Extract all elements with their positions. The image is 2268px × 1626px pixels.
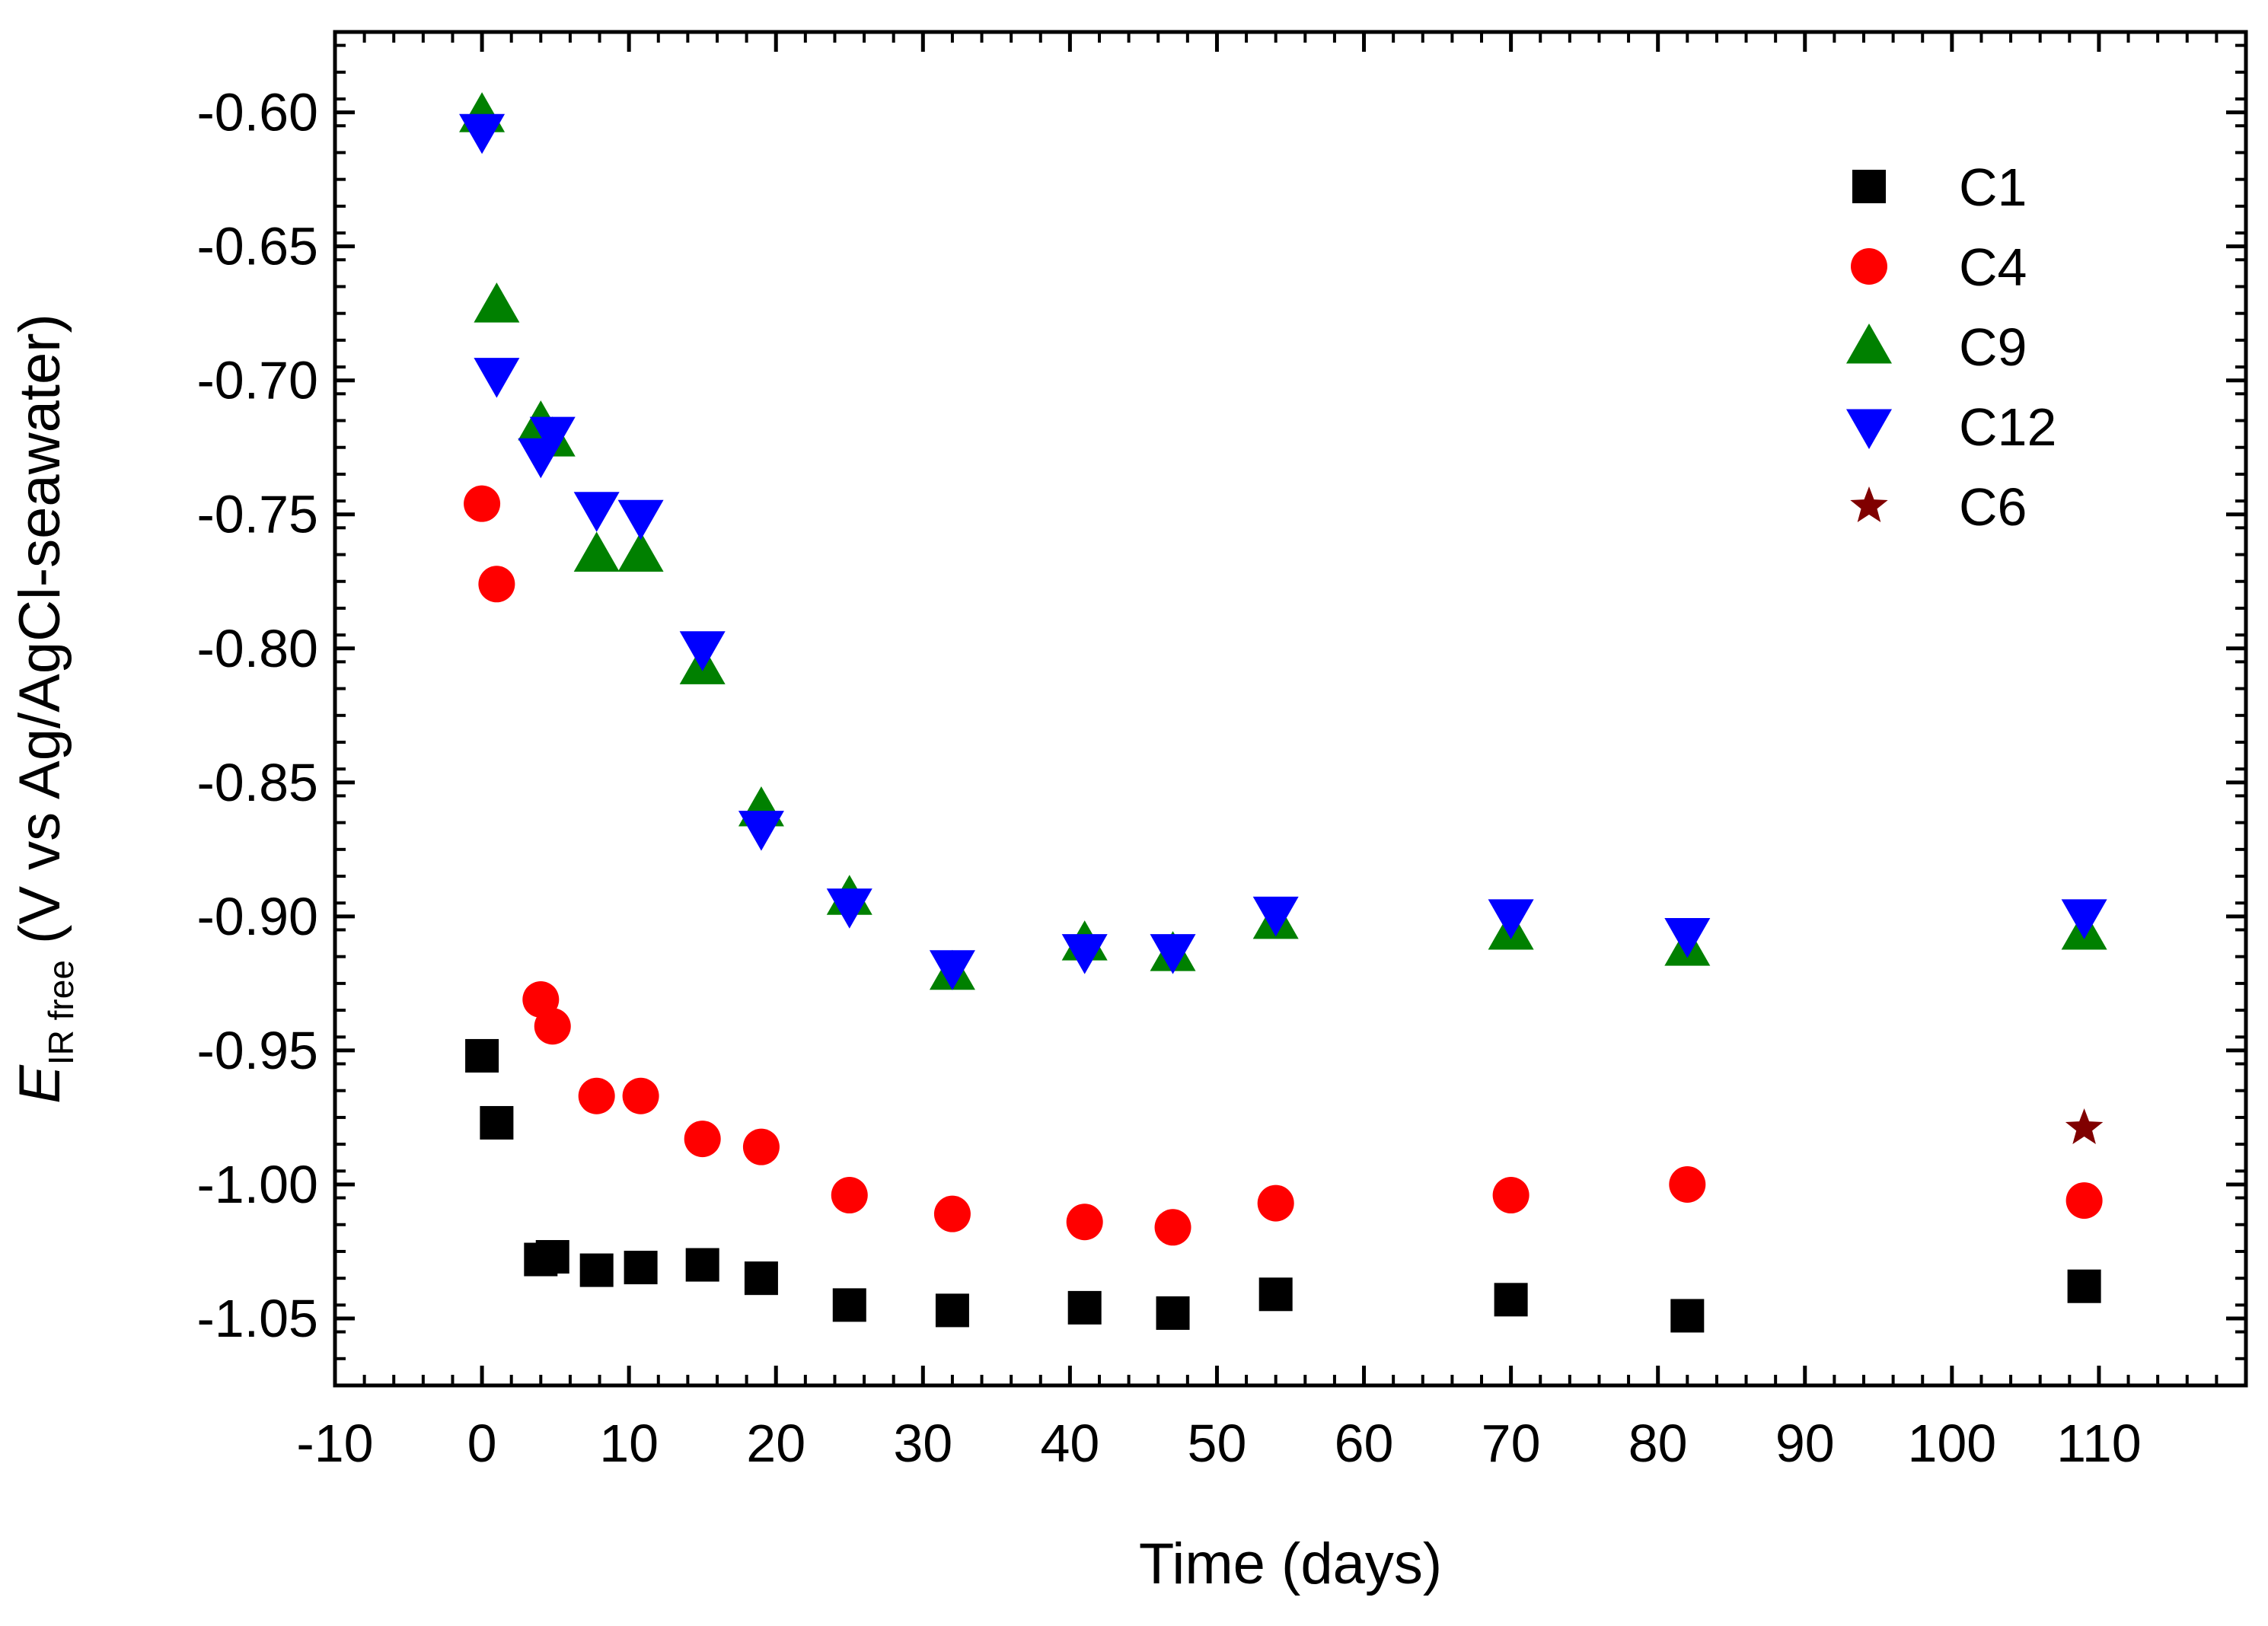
data-point-c12 bbox=[474, 358, 520, 398]
data-point-c4 bbox=[684, 1121, 721, 1158]
data-point-c6 bbox=[2065, 1108, 2104, 1144]
x-tick-label: 50 bbox=[1188, 1414, 1247, 1473]
data-point-c12 bbox=[529, 416, 576, 458]
data-point-c12 bbox=[1150, 934, 1196, 974]
data-point-c4 bbox=[1669, 1165, 1706, 1203]
data-point-c4 bbox=[2065, 1182, 2103, 1220]
series-c4 bbox=[464, 485, 2103, 1246]
data-point-c1 bbox=[1067, 1290, 1102, 1325]
data-point-c4 bbox=[1154, 1209, 1191, 1246]
data-point-c12 bbox=[617, 499, 664, 540]
y-tick-label: -0.95 bbox=[196, 1021, 318, 1080]
data-point-c1 bbox=[624, 1251, 658, 1285]
series-c1 bbox=[465, 1038, 2101, 1333]
data-point-c1 bbox=[2067, 1269, 2101, 1303]
data-point-c1 bbox=[935, 1293, 969, 1328]
legend-marker-c9 bbox=[1846, 324, 1892, 364]
data-point-c4 bbox=[1066, 1204, 1103, 1241]
series-c9 bbox=[459, 92, 2107, 990]
data-point-c1 bbox=[1670, 1299, 1705, 1333]
data-points bbox=[459, 92, 2107, 1333]
data-point-c12 bbox=[826, 888, 872, 929]
data-point-c1 bbox=[685, 1248, 719, 1282]
x-tick-label: 70 bbox=[1482, 1414, 1541, 1473]
data-point-c1 bbox=[535, 1240, 569, 1274]
legend-label-c4: C4 bbox=[1959, 238, 2027, 297]
data-point-c1 bbox=[744, 1261, 778, 1296]
data-point-c12 bbox=[679, 631, 726, 671]
y-tick-label: -0.80 bbox=[196, 619, 318, 678]
y-tick-labels: -1.05 -1.00 -0.95 -0.90 -0.85 -0.80 -0.75 -0.70… bbox=[196, 83, 318, 1348]
data-point-c1 bbox=[1156, 1296, 1190, 1330]
data-point-c12 bbox=[1061, 934, 1108, 974]
x-tick-label: 10 bbox=[599, 1414, 659, 1473]
data-point-c1 bbox=[832, 1288, 866, 1322]
x-tick-label: 40 bbox=[1040, 1414, 1099, 1473]
x-tick-label: 30 bbox=[893, 1414, 952, 1473]
y-axis-label-subscript: IR free bbox=[41, 960, 81, 1065]
legend-label-c1: C1 bbox=[1959, 158, 2027, 217]
legend-marker-c4 bbox=[1851, 248, 1887, 285]
data-point-c12 bbox=[738, 811, 784, 851]
legend-label-c6: C6 bbox=[1959, 477, 2027, 537]
legend: C1 C4 C9 C12 C6 bbox=[1846, 158, 2056, 537]
data-point-c12 bbox=[573, 492, 620, 532]
data-point-c12 bbox=[929, 950, 975, 990]
data-point-c4 bbox=[933, 1195, 971, 1232]
data-point-c12 bbox=[1488, 899, 1534, 939]
y-axis-label: EIR free (V vs Ag/AgCl-seawater) bbox=[8, 314, 81, 1104]
legend-label-c12: C12 bbox=[1959, 397, 2056, 457]
data-point-c9 bbox=[617, 531, 664, 572]
data-point-c4 bbox=[578, 1077, 615, 1114]
series-c12 bbox=[459, 113, 2107, 990]
y-axis-label-symbol: E bbox=[8, 1064, 72, 1104]
y-tick-label: -0.60 bbox=[196, 83, 318, 142]
data-point-c12 bbox=[1252, 896, 1299, 937]
x-tick-label: 100 bbox=[1907, 1414, 1996, 1473]
data-point-c4 bbox=[478, 566, 515, 603]
x-tick-label: 110 bbox=[2056, 1414, 2142, 1473]
data-point-c4 bbox=[742, 1128, 780, 1165]
data-point-c4 bbox=[831, 1177, 868, 1214]
data-point-c9 bbox=[573, 531, 620, 572]
x-tick-label: -10 bbox=[296, 1414, 373, 1473]
ticks-layer bbox=[333, 32, 2246, 1387]
y-tick-label: -1.00 bbox=[196, 1155, 318, 1214]
y-tick-label: -0.85 bbox=[196, 753, 318, 812]
legend-marker-c12 bbox=[1846, 409, 1892, 449]
y-tick-label: -0.75 bbox=[196, 485, 318, 544]
data-point-c4 bbox=[1492, 1177, 1530, 1214]
legend-marker-c1 bbox=[1852, 170, 1886, 203]
data-point-c9 bbox=[474, 282, 520, 323]
data-point-c1 bbox=[1258, 1277, 1293, 1312]
data-point-c1 bbox=[480, 1105, 514, 1140]
data-point-c4 bbox=[1257, 1184, 1294, 1222]
plot-frame bbox=[333, 30, 2248, 1388]
x-tick-labels: -10 0 10 20 30 40 50 60 70 80 90 100 110 bbox=[296, 1414, 2141, 1473]
legend-label-c9: C9 bbox=[1959, 317, 2027, 377]
x-tick-label: 20 bbox=[746, 1414, 805, 1473]
x-tick-label: 60 bbox=[1335, 1414, 1394, 1473]
x-tick-label: 0 bbox=[467, 1414, 497, 1473]
x-tick-label: 90 bbox=[1775, 1414, 1835, 1473]
x-axis-label: Time (days) bbox=[1139, 1532, 1442, 1596]
data-point-c4 bbox=[534, 1008, 571, 1045]
data-point-c12 bbox=[459, 113, 506, 155]
data-point-c1 bbox=[465, 1038, 499, 1073]
data-point-c1 bbox=[1494, 1283, 1528, 1317]
data-point-c1 bbox=[579, 1253, 614, 1287]
legend-marker-c6 bbox=[1850, 486, 1888, 522]
data-point-c4 bbox=[622, 1077, 659, 1114]
y-tick-label: -1.05 bbox=[196, 1289, 318, 1348]
data-point-c4 bbox=[464, 485, 501, 522]
x-tick-label: 80 bbox=[1628, 1414, 1688, 1473]
series-c6 bbox=[2065, 1108, 2104, 1144]
data-point-c12 bbox=[1664, 918, 1711, 958]
data-point-c12 bbox=[2061, 899, 2107, 939]
y-tick-label: -0.70 bbox=[196, 351, 318, 410]
y-axis-label-rest: (V vs Ag/AgCl-seawater) bbox=[8, 314, 72, 960]
y-tick-label: -0.65 bbox=[196, 217, 318, 276]
y-tick-label: -0.90 bbox=[196, 887, 318, 946]
